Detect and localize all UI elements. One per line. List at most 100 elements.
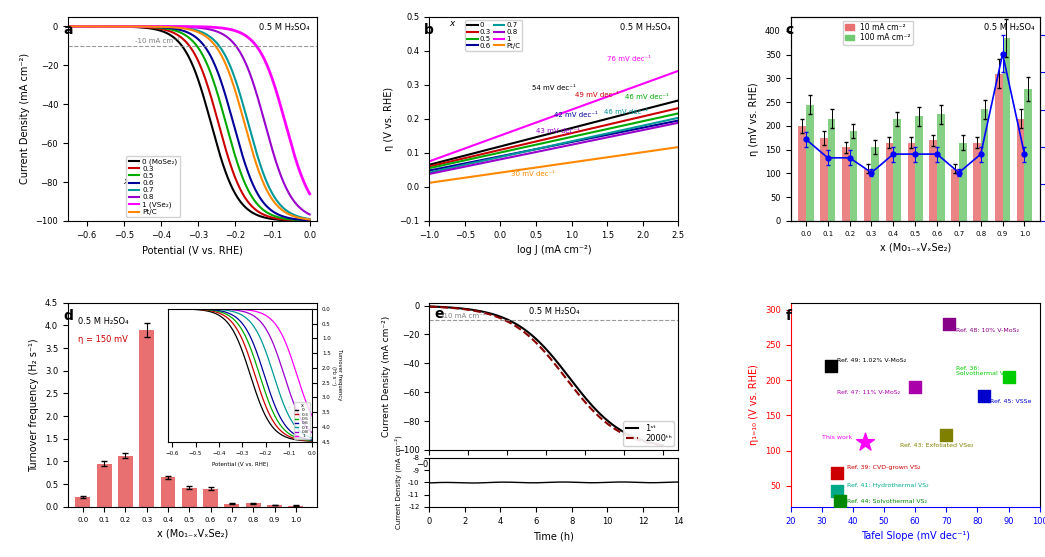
0.7 — [171, 24, 184, 31]
Line: 1ˢᵗ: 1ˢᵗ — [429, 306, 663, 445]
Point — [857, 438, 874, 447]
Text: Ref. 39: CVD-grown VS₂: Ref. 39: CVD-grown VS₂ — [846, 465, 921, 470]
Pt/C — [243, 140, 256, 146]
Text: 0.5 M H₂SO₄: 0.5 M H₂SO₄ — [984, 23, 1035, 32]
X-axis label: Potential (V vs. RHE): Potential (V vs. RHE) — [507, 474, 601, 483]
Bar — [820, 138, 828, 221]
Legend: 10 mA cm⁻², 100 mA cm⁻²: 10 mA cm⁻², 100 mA cm⁻² — [842, 21, 913, 45]
Pt/C — [223, 70, 235, 77]
0.6 — [223, 106, 235, 113]
Bar — [161, 477, 176, 507]
Text: 46 mV dec⁻¹: 46 mV dec⁻¹ — [604, 109, 648, 115]
0.6 — [204, 52, 216, 59]
Line: 0.6: 0.6 — [68, 26, 309, 221]
Bar — [872, 147, 879, 221]
0.5 — [204, 69, 216, 76]
2000ᵗʰ — [593, 413, 605, 420]
1ˢᵗ — [451, 305, 464, 311]
0.5 — [243, 190, 256, 197]
1 (VSe₂) — [223, 26, 235, 32]
0 (MoSe₂) — [223, 178, 235, 185]
Bar — [995, 74, 1002, 221]
0.5 — [223, 133, 235, 139]
1 (VSe₂) — [303, 190, 316, 197]
Text: 30 mV dec⁻¹: 30 mV dec⁻¹ — [511, 170, 555, 177]
1 (VSe₂) — [171, 23, 184, 30]
Bar — [907, 143, 915, 221]
1 (VSe₂) — [204, 24, 216, 31]
0.5 — [303, 217, 316, 224]
Text: 0.5 M H₂SO₄: 0.5 M H₂SO₄ — [529, 307, 579, 316]
0.3 — [204, 91, 216, 98]
0.3 — [243, 201, 256, 208]
Text: f: f — [786, 309, 792, 323]
0.6 — [104, 23, 117, 30]
0.5 — [171, 28, 184, 35]
Bar — [798, 126, 806, 221]
Y-axis label: Current Density (mA cm⁻²): Current Density (mA cm⁻²) — [395, 436, 402, 529]
2000ᵗʰ — [500, 317, 512, 324]
Text: 54 mV dec⁻¹: 54 mV dec⁻¹ — [533, 85, 576, 91]
Text: Ref. 41: Hydrothermal VS₂: Ref. 41: Hydrothermal VS₂ — [846, 482, 928, 487]
X-axis label: Potential (V vs. RHE): Potential (V vs. RHE) — [142, 245, 242, 255]
Text: Ref. 48: 10% V-MoS₂: Ref. 48: 10% V-MoS₂ — [956, 328, 1019, 333]
0.7 — [303, 216, 316, 222]
Text: Ref. 43: Exfoliated VSe₂: Ref. 43: Exfoliated VSe₂ — [900, 443, 973, 448]
Line: Pt/C: Pt/C — [68, 26, 309, 219]
Bar — [268, 505, 282, 507]
0.3 — [104, 23, 117, 30]
Text: -10 mA cm⁻²: -10 mA cm⁻² — [135, 38, 180, 44]
Bar — [1024, 89, 1032, 221]
0.5 — [104, 23, 117, 30]
Bar — [937, 114, 945, 221]
Line: 0.8: 0.8 — [68, 26, 309, 214]
Point — [1000, 372, 1017, 381]
0.8 — [223, 36, 235, 42]
0.8 — [204, 26, 216, 33]
2000ᵗʰ — [515, 327, 528, 334]
Bar — [915, 116, 923, 221]
Pt/C — [104, 23, 117, 30]
Y-axis label: η (V vs. RHE): η (V vs. RHE) — [384, 87, 394, 151]
Text: b: b — [424, 23, 434, 37]
Text: Ref. 44: Solvothermal VS₂: Ref. 44: Solvothermal VS₂ — [846, 499, 927, 504]
0.8 — [303, 211, 316, 218]
Pt/C — [171, 25, 184, 31]
0.3 — [123, 23, 136, 30]
1 (VSe₂) — [104, 23, 117, 30]
Pt/C — [303, 216, 316, 223]
Text: 49 mV dec⁻¹: 49 mV dec⁻¹ — [575, 92, 619, 97]
Line: 0.7: 0.7 — [68, 26, 309, 219]
0 (MoSe₂) — [204, 118, 216, 124]
Bar — [981, 109, 989, 221]
Y-axis label: Current Density (mA cm⁻²): Current Density (mA cm⁻²) — [20, 53, 30, 184]
Bar — [225, 504, 239, 507]
Line: 2000ᵗʰ: 2000ᵗʰ — [429, 306, 663, 446]
0 (MoSe₂) — [62, 23, 74, 30]
Legend: 1ˢᵗ, 2000ᵗʰ: 1ˢᵗ, 2000ᵗʰ — [623, 421, 674, 446]
Text: e: e — [435, 307, 444, 321]
0.7 — [123, 23, 136, 30]
0 (MoSe₂) — [171, 37, 184, 44]
Y-axis label: η (mV vs. RHE): η (mV vs. RHE) — [749, 82, 760, 155]
Text: c: c — [786, 23, 794, 37]
Bar — [1002, 38, 1011, 221]
0.6 — [303, 217, 316, 224]
X-axis label: Time (h): Time (h) — [533, 531, 575, 541]
Bar — [951, 169, 959, 221]
0.7 — [243, 126, 256, 133]
X-axis label: Tafel Slope (mV dec⁻¹): Tafel Slope (mV dec⁻¹) — [861, 531, 970, 541]
0.5 — [62, 23, 74, 30]
Bar — [75, 497, 90, 507]
0.7 — [62, 23, 74, 30]
Bar — [203, 488, 218, 507]
Bar — [182, 488, 196, 507]
1ˢᵗ — [515, 324, 528, 331]
Line: 0 (MoSe₂): 0 (MoSe₂) — [68, 26, 309, 221]
Point — [938, 431, 955, 439]
0.6 — [243, 174, 256, 180]
1ˢᵗ — [656, 442, 669, 448]
1ˢᵗ — [570, 383, 582, 390]
Text: Ref. 47: 11% V-MoS₂: Ref. 47: 11% V-MoS₂ — [837, 390, 901, 395]
Text: η = 150 mV: η = 150 mV — [78, 335, 127, 344]
